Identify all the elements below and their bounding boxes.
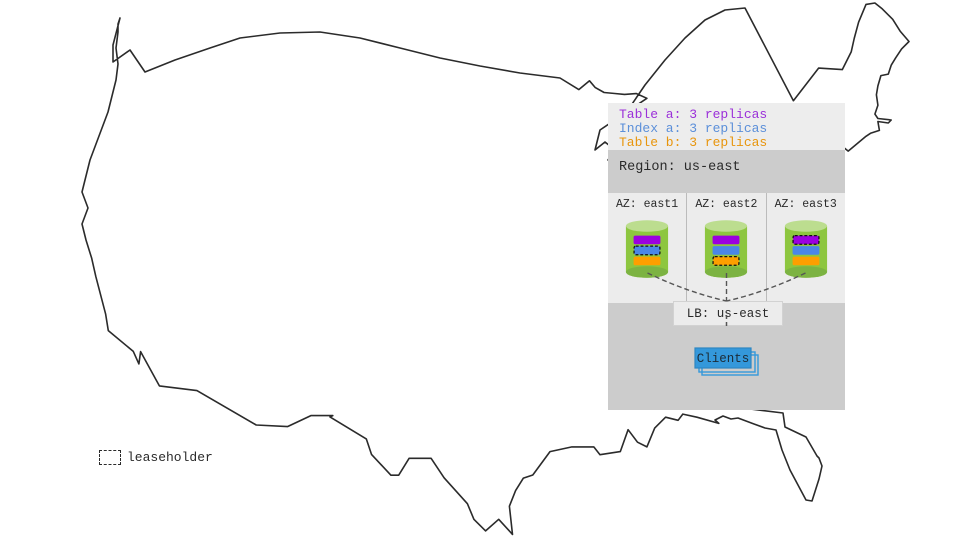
svg-text:Clients: Clients — [697, 352, 750, 366]
